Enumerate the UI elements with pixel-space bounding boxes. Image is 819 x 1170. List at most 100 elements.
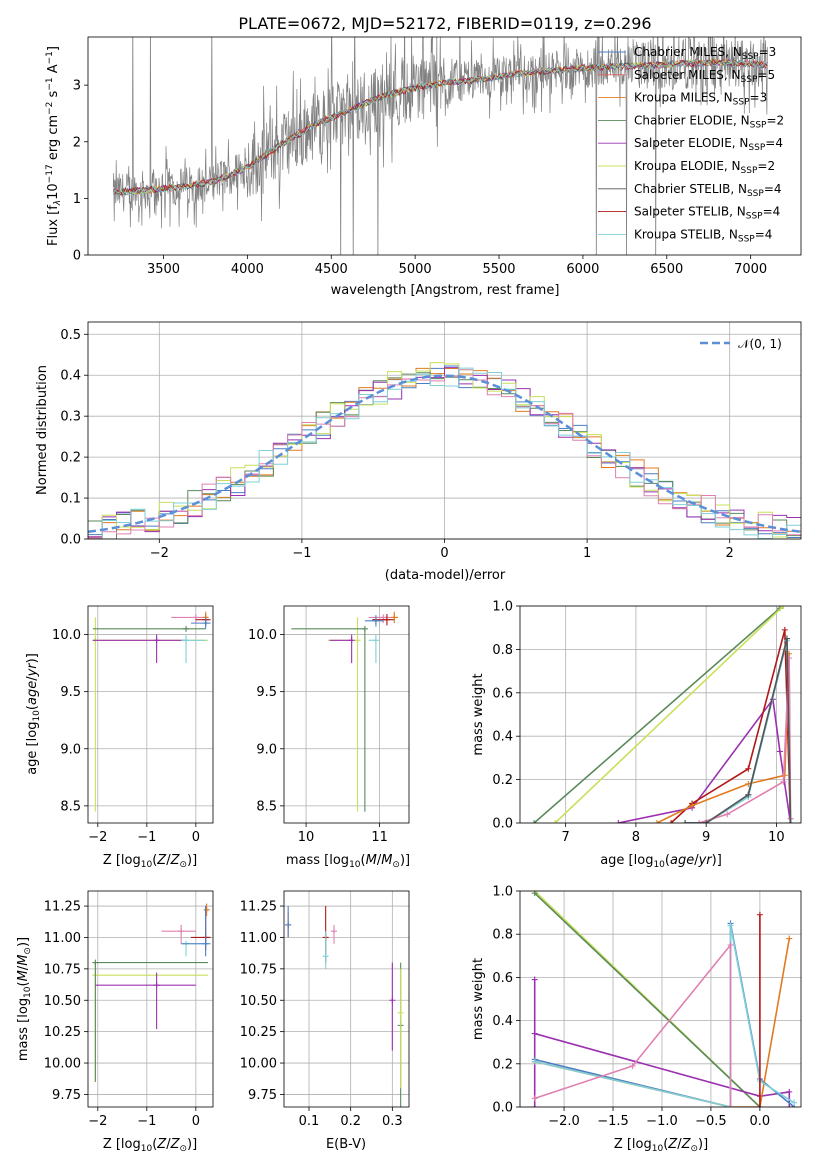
weight-point <box>724 811 731 818</box>
weight-point <box>787 820 794 823</box>
plot-frame <box>87 321 802 540</box>
weight-point <box>531 1095 538 1102</box>
data-point <box>183 625 190 632</box>
x-tick-label: 5000 <box>399 262 432 277</box>
error-bars <box>291 611 398 812</box>
legend-entry: Kroupa ELODIE, NSSP=2 <box>634 159 775 176</box>
x-tick-label: 1 <box>583 546 591 561</box>
weight-point <box>791 1099 798 1106</box>
y-tick-label: 9.5 <box>60 685 81 700</box>
data-point <box>192 614 199 621</box>
y-tick-label: 10.50 <box>240 994 277 1009</box>
weight-point <box>781 626 788 633</box>
model-spectrum <box>112 59 768 196</box>
data-point <box>203 906 210 913</box>
data-point <box>92 959 99 966</box>
data-point <box>331 928 337 935</box>
plot-frame <box>283 605 410 824</box>
histogram-series <box>88 362 801 539</box>
y-tick-label: 10.00 <box>240 1057 277 1072</box>
x-tick-label: 4000 <box>231 262 264 277</box>
weight-point <box>668 820 675 823</box>
plot-frame <box>87 605 214 824</box>
weight-point <box>531 1030 538 1037</box>
plot-frame <box>519 605 802 824</box>
panel-mass-vs-Z: −2 −1 0 9.75 10.00 10.25 10.50 10.75 11.00 11.25 Z… <box>16 890 214 1154</box>
y-tick-label: 3 <box>73 79 81 94</box>
y-tick-label: 10.75 <box>240 962 277 977</box>
panel-spectrum: 3500 4000 4500 5000 5500 6000 6500 7000 0 1 2 3 Chab… <box>45 36 802 298</box>
y-tick-label: 0.1 <box>60 492 81 507</box>
y-tick-label: 9.5 <box>256 685 277 700</box>
x-axis-label: E(B-V) <box>326 1137 366 1152</box>
y-tick-label: 10.75 <box>44 962 81 977</box>
y-tick-label: 8.5 <box>60 799 81 814</box>
y-tick-label: 10.0 <box>52 628 81 643</box>
plot-frame <box>519 890 802 1108</box>
panel-mass-vs-ebv: 0.1 0.2 0.3 9.75 10.00 10.25 10.50 10.75 11.00 11… <box>240 890 410 1152</box>
y-tick-label: 1 <box>73 192 81 207</box>
legend-entry: Salpeter MILES, NSSP=5 <box>634 68 775 85</box>
data-point <box>183 637 190 644</box>
x-tick-label: 0.1 <box>299 1114 320 1129</box>
y-axis-label: mass weight <box>471 958 486 1040</box>
weight-series <box>554 606 784 823</box>
weight-point <box>531 976 538 983</box>
histogram-series <box>88 369 801 539</box>
x-tick-label: 7 <box>562 830 570 845</box>
y-tick-label: 10.25 <box>44 1025 81 1040</box>
x-axis-label: Z [log10(Z/Z⊙)] <box>614 1137 708 1154</box>
y-tick-label: 0.2 <box>492 773 513 788</box>
x-tick-label: 6500 <box>650 262 683 277</box>
y-tick-label: 10.25 <box>240 1025 277 1040</box>
weight-point <box>531 1058 538 1065</box>
y-tick-label: 10.00 <box>44 1057 81 1072</box>
y-tick-label: 0 <box>73 249 81 264</box>
x-tick-label: 2 <box>726 546 734 561</box>
y-tick-label: 11.00 <box>240 931 277 946</box>
x-axis-label: Z [log10(Z/Z⊙)] <box>103 853 197 870</box>
weight-point <box>781 772 788 779</box>
x-tick-label: −1.0 <box>646 1114 678 1129</box>
weight-point <box>745 765 752 772</box>
weight-point <box>696 820 703 823</box>
legend-entry: 𝒩(0, 1) <box>738 337 782 351</box>
x-axis-label: Z [log10(Z/Z⊙)] <box>103 1137 197 1154</box>
x-tick-label: −2 <box>88 1114 107 1129</box>
y-tick-label: 0.0 <box>492 817 513 832</box>
weight-point <box>629 1062 636 1069</box>
y-tick-label: 0.3 <box>60 410 81 425</box>
weight-point <box>786 1088 793 1095</box>
weight-series <box>618 697 792 823</box>
weight-point <box>727 1104 734 1107</box>
weight-point <box>552 820 559 823</box>
weight-series <box>670 629 792 823</box>
panel-age-vs-Z: −2 −1 0 8.5 9.0 9.5 10.0 Z [log10(Z/Z⊙)] age [lo… <box>25 605 214 870</box>
weight-point <box>783 635 790 642</box>
x-tick-label: 0.2 <box>340 1114 361 1129</box>
legend-entry: Salpeter ELODIE, NSSP=4 <box>634 136 783 153</box>
y-tick-label: 11.25 <box>44 900 81 915</box>
x-tick-label: −2 <box>150 546 169 561</box>
x-tick-label: 0.3 <box>382 1114 403 1129</box>
y-tick-label: 8.5 <box>256 799 277 814</box>
x-tick-label: 0 <box>440 546 448 561</box>
plot-frame <box>283 890 410 1108</box>
y-tick-label: 0.0 <box>60 533 81 548</box>
x-tick-label: 0 <box>192 1114 200 1129</box>
x-tick-label: 10 <box>768 830 785 845</box>
y-tick-label: 0.2 <box>492 1057 513 1072</box>
y-tick-label: 11.25 <box>240 900 277 915</box>
x-tick-label: −2.0 <box>548 1114 580 1129</box>
panel-weight-vs-age: 7 8 9 10 0.0 0.2 0.4 0.6 0.8 1.0 mass weight age [l… <box>471 600 802 870</box>
x-tick-label: 8 <box>632 830 640 845</box>
y-tick-label: 9.75 <box>52 1088 81 1103</box>
y-tick-label: 9.0 <box>60 742 81 757</box>
x-tick-label: 11 <box>371 830 388 845</box>
x-tick-label: 3500 <box>147 262 180 277</box>
y-tick-label: 0.0 <box>492 1101 513 1116</box>
weight-point <box>780 778 787 785</box>
y-tick-label: 1.0 <box>492 600 513 615</box>
plot-frame <box>87 36 802 256</box>
weight-point <box>682 820 689 823</box>
